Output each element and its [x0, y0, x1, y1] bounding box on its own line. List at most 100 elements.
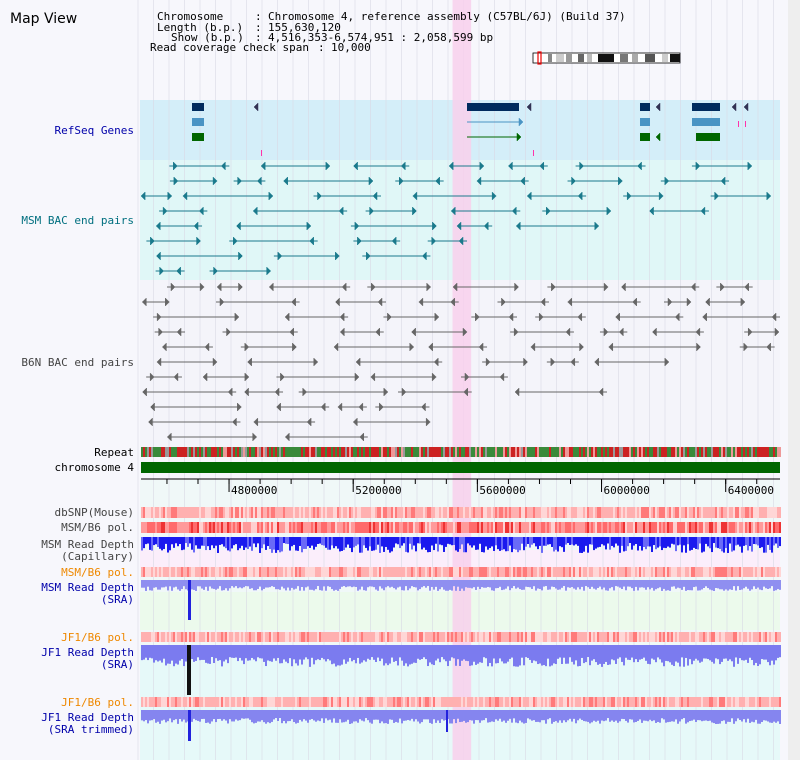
msm-b6-pol-2-heat-cell [381, 567, 383, 577]
msm-sra-depth-bar [391, 580, 393, 587]
msm-b6-pol-2-heat-cell [329, 567, 331, 577]
jf1-b6-pol-heat-cell [497, 632, 499, 642]
jf1-b6-pol-heat-cell [695, 632, 697, 642]
repeat-segment [291, 447, 293, 457]
jf1-sra-depth-bar [207, 645, 209, 664]
jf1-trimmed-depth-bar [401, 710, 403, 724]
jf1-b6-pol-2-heat-cell [369, 697, 371, 707]
jf1-sra-depth-bar [749, 645, 751, 658]
coverage-label: Read coverage check span [150, 41, 309, 54]
msm-capillary-depth-bar [233, 537, 235, 546]
repeat-segment [239, 447, 241, 457]
msm-sra-depth-bar [397, 580, 399, 588]
jf1-b6-pol-heat-cell [509, 632, 511, 642]
repeat-segment [347, 447, 349, 457]
msm-sra-depth-bar [563, 580, 565, 587]
msm-b6-pol-2-heat-cell [143, 567, 145, 577]
b6n-bac-end [514, 387, 520, 397]
dbsnp-heat-cell [575, 507, 577, 518]
jf1-sra-depth-bar [523, 645, 525, 666]
jf1-trimmed-depth-bar [305, 710, 307, 721]
msm-b6-pol-2-heat-cell [705, 567, 707, 577]
jf1-b6-pol-heat-cell [519, 632, 521, 642]
jf1-sra-depth-bar [551, 645, 553, 666]
jf1-b6-pol-2-heat-cell [273, 697, 275, 707]
msm-b6-pol-2-heat-cell [523, 567, 525, 577]
jf1-b6-pol-heat-cell [753, 632, 755, 642]
b6n-bac-end [771, 312, 777, 322]
repeat-segment [393, 447, 395, 457]
vertical-scrollbar[interactable] [788, 0, 800, 760]
dbsnp-heat-cell [217, 507, 219, 518]
jf1-b6-pol-2-heat-cell [169, 697, 171, 707]
msm-sra-depth-bar [325, 580, 327, 591]
jf1-sra-depth-bar [365, 645, 367, 662]
jf1-sra-depth-bar [307, 645, 309, 660]
jf1-trimmed-depth-bar [515, 710, 517, 723]
dbsnp-heat-cell [299, 507, 301, 518]
msm-b6-pol-2-heat-cell [189, 567, 191, 577]
b6n-bac-end [274, 387, 280, 397]
msm-capillary-depth-bar [207, 537, 209, 547]
jf1-sra-depth-bar [593, 645, 595, 660]
msm-b6-pol-heat-cell [627, 522, 629, 533]
msm-sra-depth-bar [275, 580, 277, 590]
msm-b6-pol-2-heat-cell [775, 567, 777, 577]
repeat-segment [215, 447, 217, 457]
jf1-trimmed-depth-bar [521, 710, 523, 723]
msm-b6-pol-2-heat-cell [737, 567, 739, 577]
variation-tracks[interactable] [141, 507, 781, 741]
msm-capillary-depth-bar [667, 537, 669, 547]
repeat-segment [685, 447, 687, 457]
refseq-genes-track[interactable] [192, 102, 749, 156]
msm-bac-track[interactable] [140, 161, 772, 276]
repeat-segment [583, 447, 585, 457]
b6n-bac-end [150, 402, 155, 412]
jf1-b6-pol-heat-cell [347, 632, 349, 642]
jf1-sra-depth-bar [153, 645, 155, 663]
msm-capillary-depth-bar [361, 537, 363, 553]
jf1-b6-pol-heat-cell [203, 632, 205, 642]
msm-b6-pol-2-heat-cell [339, 567, 341, 577]
jf1-b6-pol-2-heat-cell [551, 697, 553, 707]
track-label-msm-bac: MSM BAC end pairs [21, 214, 134, 227]
chromosome-bar[interactable] [141, 462, 780, 473]
msm-sra-depth-bar [629, 580, 631, 587]
msm-capillary-depth-bar [627, 537, 629, 547]
repeat-segment [549, 447, 551, 457]
msm-sra-depth-bar [375, 580, 377, 590]
repeat-segment [375, 447, 377, 457]
jf1-b6-pol-heat-cell [343, 632, 345, 642]
msm-sra-depth-bar [539, 580, 541, 589]
jf1-sra-depth-bar [463, 645, 465, 660]
jf1-sra-depth-bar [261, 645, 263, 659]
b6n-bac-end [667, 297, 673, 307]
msm-sra-depth-bar [209, 580, 211, 587]
jf1-b6-pol-2-heat-cell [335, 697, 337, 707]
msm-b6-pol-2-heat-cell [653, 567, 655, 577]
repeat-track[interactable] [141, 447, 781, 457]
dbsnp-heat-cell [643, 507, 645, 518]
b6n-bac-end [212, 357, 218, 367]
msm-sra-depth-bar [461, 580, 463, 589]
msm-b6-pol-2-heat-cell [689, 567, 691, 577]
jf1-b6-pol-2-heat-cell [459, 697, 461, 707]
msm-b6-pol-2-heat-cell [743, 567, 745, 577]
msm-sra-depth-bar [403, 580, 405, 591]
b6n-bac-track[interactable] [141, 282, 780, 442]
dbsnp-heat-cell [349, 507, 351, 518]
msm-b6-pol-heat-cell [595, 522, 597, 533]
jf1-b6-pol-2-heat-cell [725, 697, 727, 707]
jf1-b6-pol-heat-cell [233, 632, 235, 642]
repeat-segment [253, 447, 255, 457]
msm-b6-pol-heat-cell [721, 522, 723, 533]
msm-b6-pol-2-heat-cell [443, 567, 445, 577]
msm-capillary-depth-bar [285, 537, 287, 544]
jf1-b6-pol-2-heat-cell [317, 697, 319, 707]
dbsnp-heat-cell [597, 507, 599, 518]
b6n-bac-end [598, 387, 604, 397]
jf1-b6-pol-2-heat-cell [503, 697, 505, 707]
msm-capillary-depth-bar [327, 537, 329, 550]
msm-capillary-depth-bar [713, 537, 715, 544]
chromosome-ideogram[interactable] [532, 51, 681, 65]
